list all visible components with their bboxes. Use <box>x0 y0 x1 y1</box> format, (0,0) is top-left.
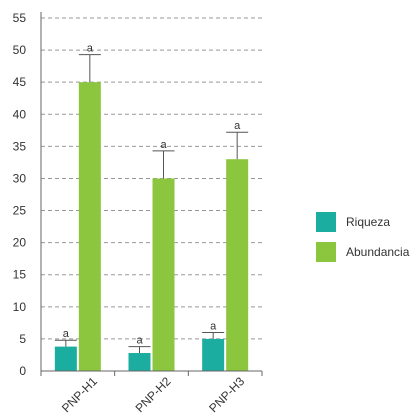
bars <box>54 82 249 371</box>
significance-label: a <box>87 43 94 55</box>
legend-label: Riqueza <box>346 215 390 229</box>
grid-lines <box>41 17 262 340</box>
legend-swatch <box>316 212 336 232</box>
bar-abundancia-pnp-h2 <box>152 178 175 371</box>
y-tick-label: 50 <box>13 43 27 57</box>
y-tick-label: 45 <box>13 75 27 89</box>
y-tick-label: 30 <box>13 171 27 185</box>
error-bar <box>202 331 225 339</box>
y-tick-label: 55 <box>13 11 27 25</box>
significance-label: a <box>136 335 143 347</box>
significance-label: a <box>234 120 241 132</box>
bar-abundancia-pnp-h1 <box>78 82 101 371</box>
y-tick-label: 20 <box>13 236 27 250</box>
y-tick-label: 0 <box>19 364 26 378</box>
significance-label: a <box>160 139 167 151</box>
significance-label: a <box>210 320 217 332</box>
legend-item-riqueza: Riqueza <box>316 212 390 232</box>
y-tick-label: 10 <box>13 300 27 314</box>
error-bar <box>152 150 175 179</box>
y-tick-label: 5 <box>19 332 26 346</box>
y-axis: 0 5 10 15 20 25 30 35 40 45 50 55 <box>13 11 42 378</box>
legend: Riqueza Abundancia <box>316 212 410 262</box>
error-bar <box>226 131 249 160</box>
bar-riqueza-pnp-h3 <box>202 338 225 371</box>
bar-abundancia-pnp-h3 <box>226 159 249 371</box>
significance-label: a <box>63 328 70 340</box>
x-category-label: PNP-H3 <box>206 374 247 413</box>
error-bar <box>54 339 77 347</box>
x-axis: PNP-H1 PNP-H2 PNP-H3 <box>40 370 263 413</box>
legend-label: Abundancia <box>346 245 410 259</box>
legend-swatch <box>316 242 336 262</box>
y-tick-label: 35 <box>13 139 27 153</box>
legend-item-abundancia: Abundancia <box>316 242 410 262</box>
x-category-label: PNP-H2 <box>133 374 174 413</box>
significance-labels: a a a a a a <box>63 43 241 347</box>
bar-riqueza-pnp-h1 <box>54 346 77 371</box>
y-tick-label: 40 <box>13 107 27 121</box>
error-bar <box>78 54 101 83</box>
error-bar <box>128 346 151 354</box>
y-tick-label: 25 <box>13 204 27 218</box>
x-category-label: PNP-H1 <box>59 374 100 413</box>
error-bars <box>54 54 249 354</box>
bar-riqueza-pnp-h2 <box>128 353 151 371</box>
y-tick-label: 15 <box>13 268 27 282</box>
